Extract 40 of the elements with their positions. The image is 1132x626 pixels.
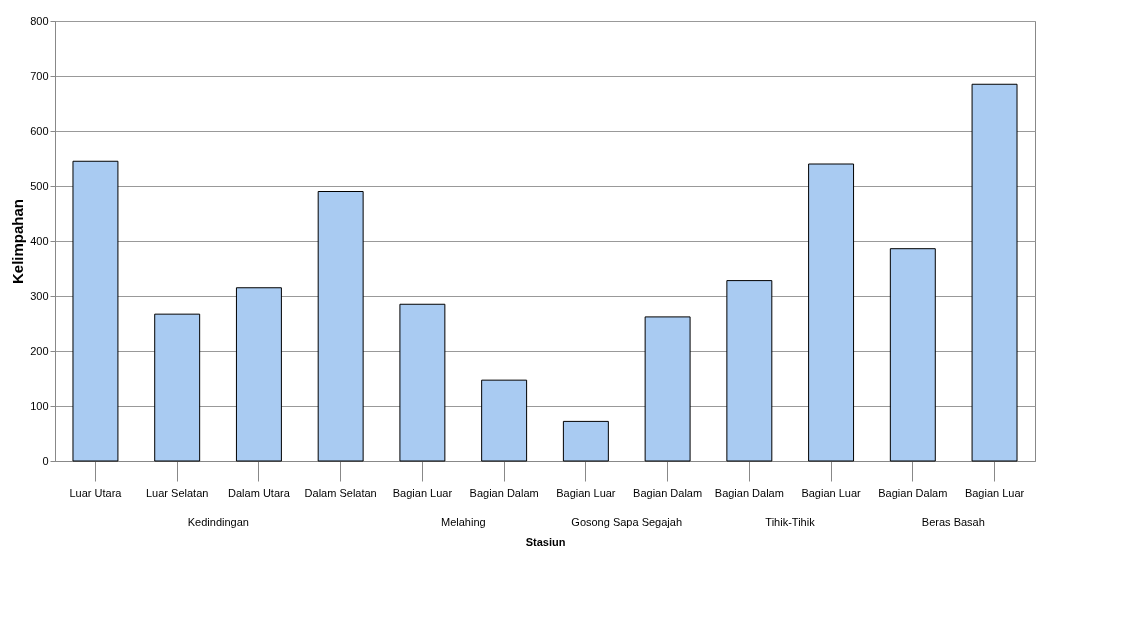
y-axis-title: Kelimpahan <box>9 198 27 285</box>
x-tick-label: Bagian Luar <box>556 486 616 499</box>
bar <box>154 313 201 462</box>
text: Beras Basah <box>921 516 985 528</box>
x-tick-label: Bagian Luar <box>801 486 862 499</box>
y-tick-label: 700 <box>30 69 49 82</box>
x-tick-label: Luar Utara <box>69 486 123 499</box>
bar <box>399 303 446 462</box>
text: Melahing <box>441 516 486 528</box>
bar <box>889 248 936 462</box>
bar <box>971 83 1018 462</box>
bar <box>808 163 855 462</box>
bar <box>317 191 364 462</box>
y-tick-label: 0 <box>42 454 49 467</box>
y-tick-label: 600 <box>30 124 49 137</box>
x-axis-title: Stasiun <box>525 535 566 548</box>
y-tick-label: 800 <box>30 14 49 27</box>
x-tick-label: Bagian Dalam <box>714 486 784 499</box>
y-tick-label: 500 <box>30 179 49 192</box>
x-tick-label: Luar Selatan <box>146 486 209 499</box>
bar <box>235 287 282 462</box>
bar <box>562 420 609 462</box>
x-tick-label: Bagian Luar <box>392 486 453 499</box>
bar <box>72 160 119 462</box>
y-tick-label: 400 <box>30 234 49 247</box>
x-tick-label: Dalam Selatan <box>304 486 377 499</box>
x-tick-label: Dalam Utara <box>228 486 291 499</box>
y-tick-label: 300 <box>30 289 49 302</box>
text: Tihik-Tihik <box>765 516 816 528</box>
text: Kedindingan <box>187 516 249 528</box>
bar <box>644 316 691 462</box>
text: Gosong Sapa Segajah <box>571 516 683 528</box>
x-tick-label: Bagian Luar <box>964 486 1025 499</box>
x-tick-label: Bagian Dalam <box>878 486 948 499</box>
x-tick-label: Bagian Dalam <box>469 486 539 499</box>
y-tick-label: 200 <box>30 344 49 357</box>
x-tick-label: Bagian Dalam <box>633 486 703 499</box>
bar <box>481 379 528 462</box>
y-tick-label: 100 <box>30 399 49 412</box>
bar <box>726 280 773 462</box>
